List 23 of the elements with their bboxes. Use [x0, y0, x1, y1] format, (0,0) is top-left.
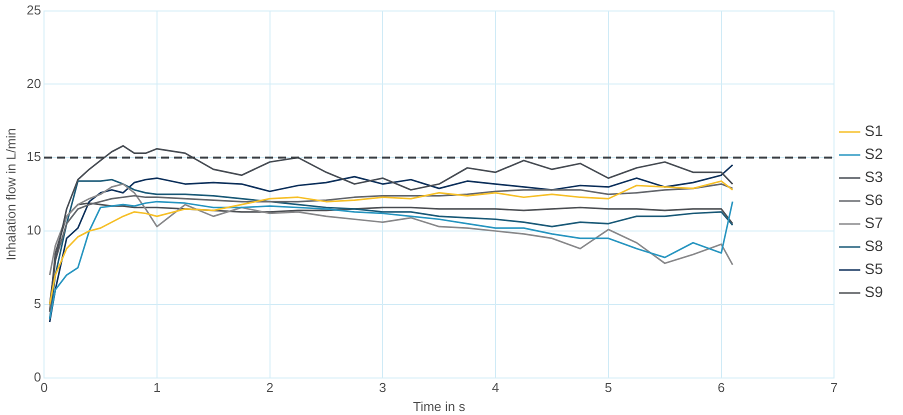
legend-label: S3 — [864, 169, 884, 186]
legend-label: S8 — [864, 238, 884, 256]
x-tick-label: 2 — [266, 380, 274, 396]
legend-label: S9 — [864, 284, 884, 302]
y-tick-label: 20 — [26, 76, 42, 91]
y-tick-label: 25 — [26, 2, 42, 18]
legend-label: S1 — [864, 123, 884, 140]
y-tick-label: 0 — [34, 369, 42, 384]
x-tick-label: 1 — [153, 380, 161, 396]
y-tick-label: 5 — [34, 296, 42, 311]
x-tick-label: 3 — [379, 380, 386, 396]
legend-label: S2 — [864, 146, 884, 164]
y-tick-label: 15 — [26, 149, 42, 164]
legend-label: S6 — [864, 192, 884, 210]
x-axis-title: Time in s — [412, 398, 466, 414]
x-tick-label: 7 — [830, 380, 838, 396]
x-tick-label: 6 — [718, 380, 725, 396]
y-axis-title: Inhalation flow in L/min — [3, 128, 18, 260]
legend-label: S7 — [864, 215, 884, 232]
x-tick-label: 4 — [492, 380, 500, 396]
legend-label: S5 — [864, 261, 884, 278]
y-tick-label: 10 — [26, 222, 42, 238]
x-tick-label: 5 — [604, 380, 612, 396]
